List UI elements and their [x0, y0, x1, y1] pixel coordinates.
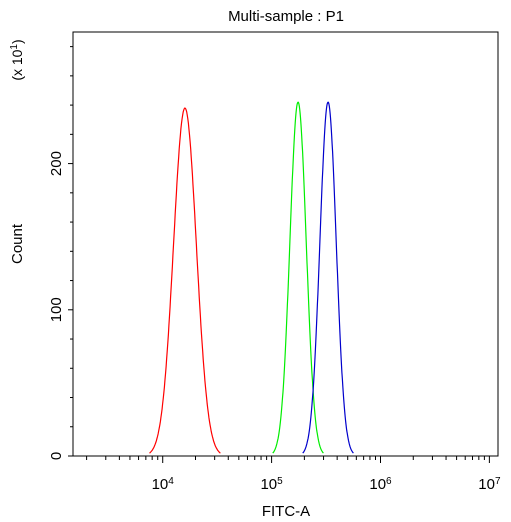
- series-layer: [149, 101, 354, 454]
- series-line-1: [149, 107, 221, 454]
- x-tick-label: 107: [478, 476, 501, 494]
- plot-frame: [72, 31, 499, 457]
- x-axis-label: FITC-A: [262, 503, 310, 520]
- y-multiplier-prefix: (x 10: [9, 49, 25, 80]
- y-axis: 0 100 200: [48, 46, 73, 460]
- series-line-2: [272, 101, 324, 454]
- y-multiplier-suffix: ): [9, 39, 25, 44]
- x-tick-label: 106: [369, 476, 392, 494]
- chart-title: Multi-sample : P1: [228, 8, 344, 25]
- y-multiplier-label: (x 101): [9, 39, 26, 80]
- x-tick-label: 105: [260, 476, 283, 494]
- y-tick-label: 0: [48, 452, 65, 460]
- x-axis: 104 105 106 107: [86, 456, 501, 494]
- x-tick-label: 104: [152, 476, 175, 494]
- y-multiplier-exp: 1: [9, 44, 20, 50]
- y-tick-label: 200: [48, 151, 65, 176]
- y-axis-label: Count: [9, 223, 26, 264]
- y-tick-label: 100: [48, 297, 65, 322]
- series-line-3: [302, 101, 354, 454]
